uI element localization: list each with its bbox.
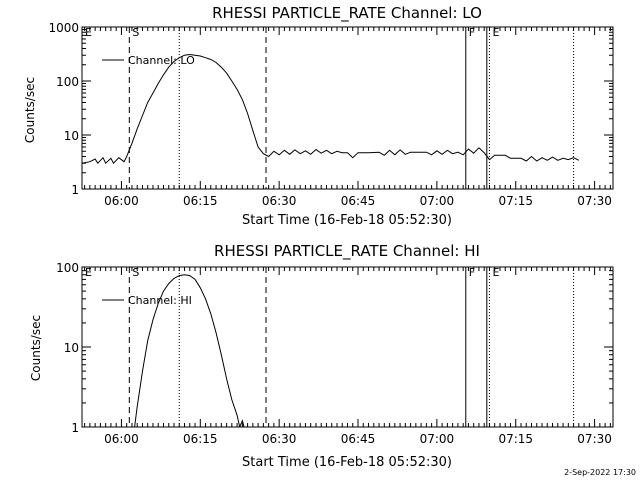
marker-label-e-0: E [85, 26, 92, 39]
x-tick-label-4: 07:00 [420, 194, 455, 208]
x-tick-label-3: 06:45 [341, 194, 376, 208]
x-tick-label-0: 06:00 [104, 432, 139, 446]
y-tick-label-0: 1 [71, 421, 79, 435]
y-tick-label-2: 100 [56, 75, 79, 89]
y-axis-label-hi: Counts/sec [29, 315, 43, 381]
y-tick-label-0: 1 [71, 183, 79, 197]
y-axis-label-lo: Counts/sec [23, 77, 37, 143]
marker-label-f-4: F [469, 26, 475, 39]
x-tick-label-5: 07:15 [498, 194, 533, 208]
x-tick-label-2: 06:30 [262, 194, 297, 208]
x-tick-label-1: 06:15 [183, 432, 218, 446]
marker-label-e-6: E [492, 26, 499, 39]
series-line-0 [134, 274, 245, 427]
marker-label-s-1: S [132, 26, 139, 39]
panel-hi: RHESSI PARTICLE_RATE Channel: HI Counts/… [29, 242, 614, 470]
marker-label-s-1: S [132, 266, 139, 279]
x-axis-label-hi: Start Time (16-Feb-18 05:52:30) [242, 455, 452, 470]
marker-lines [128, 27, 575, 189]
x-tick-label-2: 06:30 [262, 432, 297, 446]
marker-label-f-4: F [469, 266, 475, 279]
x-tick-label-0: 06:00 [104, 194, 139, 208]
x-tick-label-6: 07:30 [577, 432, 612, 446]
x-tick-label-1: 06:15 [183, 194, 218, 208]
marker-label-e-0: E [85, 266, 92, 279]
legend-label: Channel: LO [128, 54, 195, 67]
x-tick-label-5: 07:15 [498, 432, 533, 446]
series-line-0 [82, 53, 580, 165]
y-tick-label-2: 100 [56, 261, 79, 275]
x-tick-label-6: 07:30 [577, 194, 612, 208]
footer-timestamp: 2-Sep-2022 17:30 [564, 468, 636, 477]
x-tick-label-3: 06:45 [341, 432, 376, 446]
marker-lines [128, 267, 575, 427]
x-axis-label-lo: Start Time (16-Feb-18 05:52:30) [242, 213, 452, 228]
chart-title-lo: RHESSI PARTICLE_RATE Channel: LO [212, 4, 482, 23]
y-tick-label-1: 10 [64, 129, 79, 143]
chart-title-hi: RHESSI PARTICLE_RATE Channel: HI [214, 242, 480, 261]
x-tick-label-4: 07:00 [420, 432, 455, 446]
y-tick-label-3: 1000 [48, 21, 79, 35]
legend-label: Channel: HI [128, 294, 192, 307]
marker-label-e-6: E [492, 266, 499, 279]
y-tick-label-1: 10 [64, 341, 79, 355]
panel-lo: RHESSI PARTICLE_RATE Channel: LO Counts/… [23, 4, 614, 228]
